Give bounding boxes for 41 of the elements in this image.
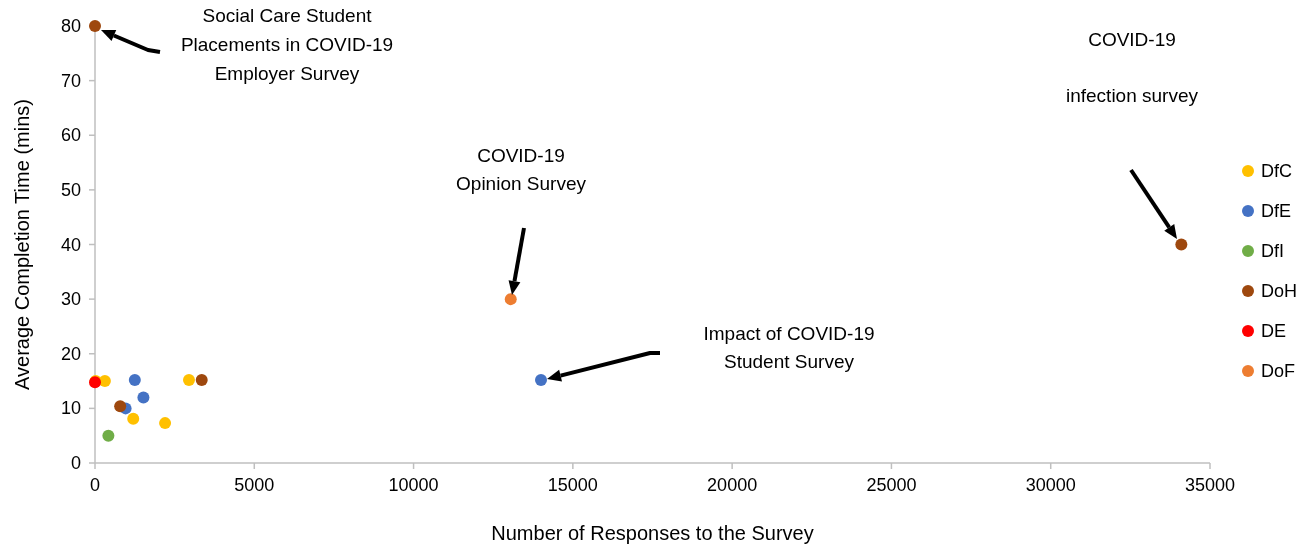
point [504,293,517,306]
annotation: Social Care Student Placements in COVID-19 Employer Survey [180,5,394,84]
point [159,417,172,430]
x-tick-label: 20000 [707,475,758,495]
point [182,373,195,386]
point [535,373,547,386]
y-tick-label: 70 [60,70,81,91]
legend-label: DfI [1261,241,1285,261]
x-tick-label: 5000 [234,475,275,495]
legend-label: DfC [1261,161,1292,181]
legend-label: DfE [1261,201,1292,221]
y-tick-label: 0 [70,453,81,473]
point [128,373,141,386]
y-tick-label: 80 [60,16,81,36]
x-tick-label: 15000 [547,475,598,495]
point [102,429,115,442]
point [137,391,150,404]
y-tick-label: 20 [60,343,81,364]
x-tick-label: 25000 [866,475,917,495]
y-tick-label: 10 [60,398,81,419]
x-axis-title: Number of Responses to the Survey [491,522,814,544]
point [195,373,208,386]
legend-label: DoF [1261,361,1296,381]
y-tick-label: 50 [60,179,81,200]
x-tick-label: 0 [89,475,101,495]
y-tick-label: 30 [60,289,81,310]
point [114,400,127,413]
point [89,20,101,32]
y-tick-label: 60 [60,125,81,146]
y-tick-label: 40 [60,234,81,255]
annotation: COVID-19 Opinion Survey [456,145,587,194]
annotation: Impact of COVID-19 Student Survey [703,323,875,372]
y-axis-title: Average Completion Time (mins) [11,99,33,390]
x-tick-label: 35000 [1184,475,1236,495]
legend-label: DE [1261,321,1287,341]
legend-label: DoH [1261,281,1298,301]
point [127,412,140,425]
text: COVID-19 infection survey [1065,29,1199,106]
point [1175,238,1188,251]
x-tick-label: 30000 [1025,475,1076,495]
x-tick-label: 10000 [388,475,439,495]
